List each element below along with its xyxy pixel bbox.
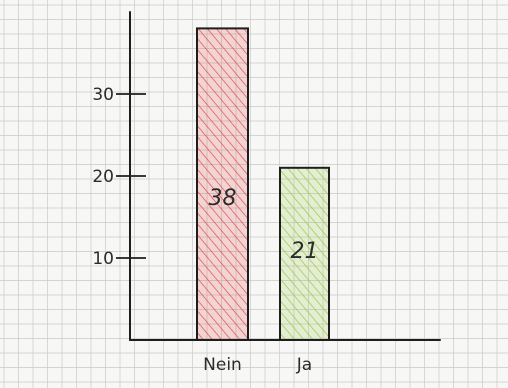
bars [196,27,330,342]
bar-hatch-ja [280,167,329,340]
category-labels: Nein Ja [203,355,312,375]
data-label-ja: 21 [291,239,319,264]
category-label-nein: Nein [203,355,242,375]
bar-hatch-nein [197,28,248,341]
data-labels: 38 21 [209,186,319,264]
category-label-ja: Ja [296,355,312,375]
y-tick-label-10: 10 [92,249,114,269]
y-axis-ticks: 10 20 30 [92,85,146,269]
data-label-nein: 38 [209,186,237,211]
y-tick-label-30: 30 [92,85,114,105]
y-tick-label-20: 20 [92,167,114,187]
